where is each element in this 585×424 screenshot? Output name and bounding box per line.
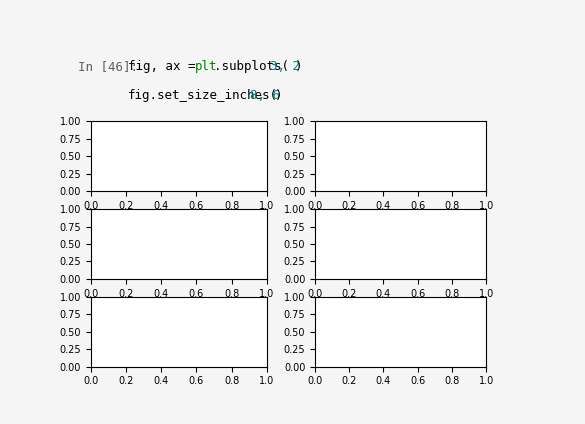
Text: plt: plt bbox=[195, 60, 217, 73]
Text: fig, ax =: fig, ax = bbox=[128, 60, 202, 73]
Text: .subplots(: .subplots( bbox=[214, 60, 289, 73]
Text: fig.set_size_inches(: fig.set_size_inches( bbox=[128, 89, 277, 102]
Text: In [46]:: In [46]: bbox=[78, 60, 137, 73]
Text: ): ) bbox=[275, 89, 283, 102]
Text: 8, 6: 8, 6 bbox=[250, 89, 280, 102]
Text: ): ) bbox=[295, 60, 302, 73]
Text: 3, 2: 3, 2 bbox=[270, 60, 300, 73]
